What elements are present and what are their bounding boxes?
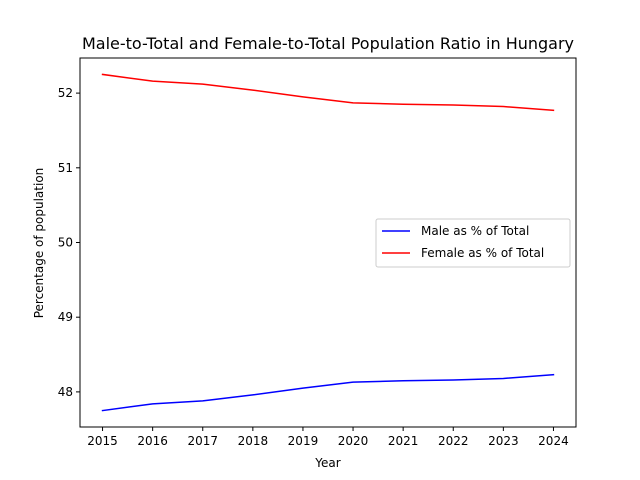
y-tick-label: 48 bbox=[58, 385, 73, 399]
series-layer bbox=[101, 73, 555, 412]
x-tick-label: 2020 bbox=[338, 434, 369, 448]
x-axis-label: Year bbox=[314, 456, 340, 470]
y-tick-label: 50 bbox=[58, 236, 73, 250]
x-tick-label: 2018 bbox=[238, 434, 269, 448]
chart-title: Male-to-Total and Female-to-Total Popula… bbox=[82, 34, 574, 53]
legend-label-male: Male as % of Total bbox=[421, 224, 529, 238]
legend: Male as % of Total Female as % of Total bbox=[375, 218, 571, 268]
x-axis-ticks: 2015 2016 2017 2018 2019 2020 2021 2022 2023 2024 bbox=[87, 427, 569, 448]
series-line-female bbox=[101, 73, 555, 112]
x-tick-label: 2024 bbox=[538, 434, 569, 448]
x-tick-label: 2017 bbox=[187, 434, 218, 448]
x-tick-label: 2019 bbox=[288, 434, 319, 448]
y-tick-label: 52 bbox=[58, 86, 73, 100]
legend-label-female: Female as % of Total bbox=[421, 246, 544, 260]
y-tick-label: 49 bbox=[58, 310, 73, 324]
y-tick-label: 51 bbox=[58, 161, 73, 175]
x-tick-label: 2022 bbox=[438, 434, 469, 448]
y-axis-ticks: 48 49 50 51 52 bbox=[58, 86, 80, 399]
x-tick-label: 2016 bbox=[137, 434, 168, 448]
x-tick-label: 2015 bbox=[87, 434, 118, 448]
x-tick-label: 2021 bbox=[388, 434, 419, 448]
series-line-male bbox=[101, 373, 555, 412]
x-tick-label: 2023 bbox=[488, 434, 519, 448]
legend-box bbox=[375, 218, 571, 268]
y-axis-label: Percentage of population bbox=[32, 168, 46, 319]
